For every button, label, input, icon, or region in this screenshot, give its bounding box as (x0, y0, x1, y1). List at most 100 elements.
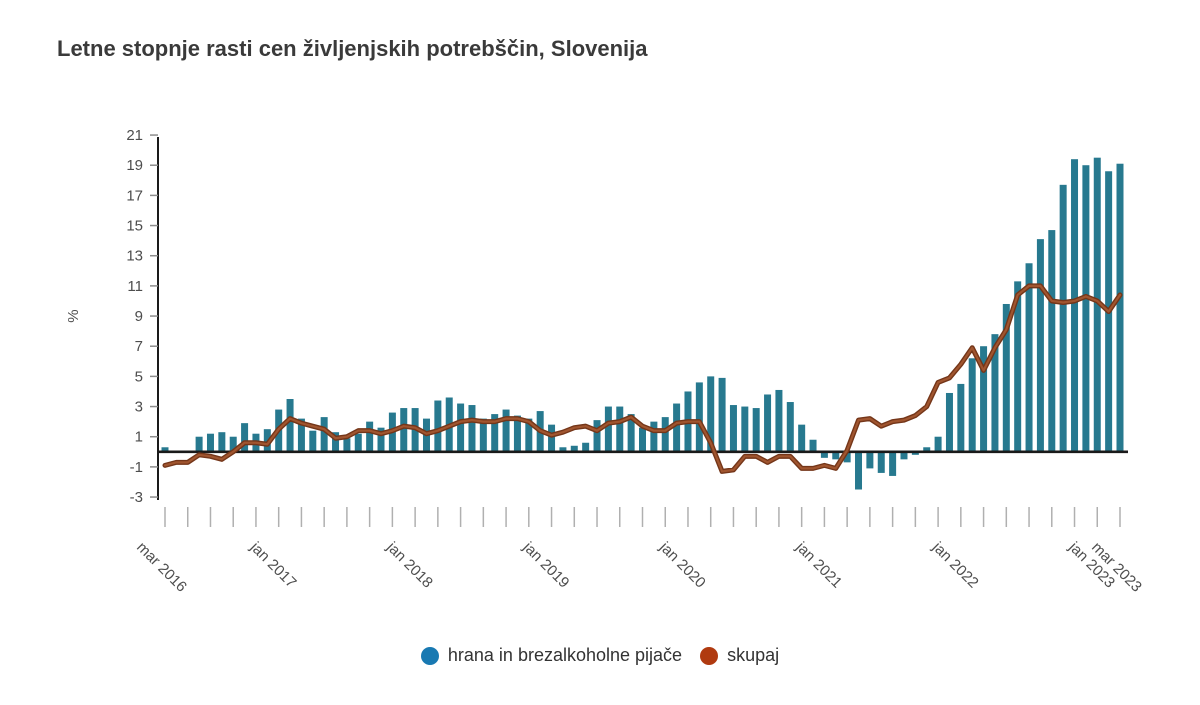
y-axis-title: % (65, 309, 82, 322)
x-tick-label: jan 2017 (246, 538, 299, 591)
legend-dot-food-icon (420, 646, 439, 665)
bar[interactable] (206, 433, 214, 452)
bar[interactable] (820, 451, 828, 458)
bar[interactable] (593, 420, 601, 452)
bar[interactable] (866, 451, 874, 469)
legend-item-skupaj[interactable]: skupaj (700, 645, 779, 666)
bar[interactable] (1116, 163, 1124, 452)
bar[interactable] (911, 451, 919, 455)
bar[interactable] (491, 414, 499, 452)
x-tick-label: jan 2019 (519, 538, 572, 591)
bar[interactable] (729, 405, 737, 452)
bar[interactable] (900, 451, 908, 460)
bar[interactable] (798, 424, 806, 452)
bar[interactable] (559, 447, 567, 452)
bar[interactable] (218, 432, 226, 452)
bar[interactable] (934, 436, 942, 452)
y-tick-label: 11 (127, 278, 143, 295)
x-tick-label: jan 2021 (792, 538, 845, 591)
bar[interactable] (400, 408, 408, 452)
x-tick-label: mar 2016 (133, 539, 190, 596)
bar[interactable] (582, 442, 590, 452)
bar[interactable] (752, 408, 760, 452)
x-tick-label: jan 2020 (655, 538, 708, 591)
bar[interactable] (786, 402, 794, 452)
bar[interactable] (332, 432, 340, 452)
bar[interactable] (1082, 165, 1090, 452)
bar[interactable] (570, 445, 578, 452)
bar[interactable] (1059, 184, 1067, 452)
bar[interactable] (718, 377, 726, 452)
bar-series-hrana (161, 157, 1124, 490)
bar[interactable] (832, 451, 840, 460)
bar[interactable] (991, 334, 999, 452)
y-tick-label: 13 (126, 248, 143, 265)
bar[interactable] (889, 451, 897, 476)
bar[interactable] (229, 436, 237, 452)
bar[interactable] (616, 406, 624, 452)
bar[interactable] (1014, 281, 1022, 452)
bar[interactable] (980, 346, 988, 452)
chart-canvas: 21 19 17 15 13 11 9 7 5 3 1 -1 -3% mar 2016 jan 2017 ja… (65, 127, 1145, 596)
bar[interactable] (968, 358, 976, 452)
bar[interactable] (1071, 159, 1079, 452)
bar[interactable] (286, 399, 294, 452)
bar[interactable] (525, 418, 533, 452)
bar[interactable] (1025, 263, 1033, 452)
bar[interactable] (1048, 230, 1056, 452)
legend-label-skupaj: skupaj (727, 645, 780, 665)
line-series-skupaj[interactable] (163, 284, 1122, 473)
bar[interactable] (809, 439, 817, 452)
bar[interactable] (843, 451, 851, 463)
bar[interactable] (479, 418, 487, 452)
bar[interactable] (343, 438, 351, 452)
bar[interactable] (161, 447, 169, 452)
bar[interactable] (366, 421, 374, 452)
bar[interactable] (1093, 157, 1101, 452)
bar[interactable] (877, 451, 885, 473)
legend-item-hrana[interactable]: hrana in brezalkoholne pijače (420, 645, 683, 666)
chart-title: Letne stopnje rasti cen življenjskih pot… (57, 36, 648, 61)
y-tick-label: 7 (135, 338, 143, 355)
bar[interactable] (639, 427, 646, 452)
bar[interactable] (309, 430, 317, 452)
bar[interactable] (945, 392, 953, 452)
y-tick-label: 15 (126, 218, 143, 235)
bar[interactable] (468, 405, 476, 452)
bar[interactable] (320, 417, 328, 452)
bar[interactable] (377, 427, 385, 452)
bar[interactable] (957, 383, 965, 452)
bar[interactable] (855, 451, 863, 490)
bar[interactable] (707, 376, 715, 452)
y-tick-label: 21 (126, 127, 143, 144)
bar[interactable] (548, 424, 556, 452)
bar[interactable] (673, 403, 681, 452)
bar[interactable] (764, 394, 772, 452)
y-tick-label: 19 (126, 157, 143, 174)
bar[interactable] (1036, 239, 1044, 452)
bar[interactable] (923, 447, 931, 452)
y-tick-label: 9 (135, 308, 143, 325)
bar[interactable] (502, 409, 510, 452)
bar[interactable] (513, 415, 521, 452)
bar[interactable] (457, 403, 465, 452)
y-tick-label: -3 (130, 489, 143, 506)
x-tick-label: jan 2018 (383, 538, 436, 591)
bar[interactable] (297, 418, 305, 452)
x-tick-label: jan 2022 (928, 538, 981, 591)
bar[interactable] (1002, 303, 1010, 452)
bar[interactable] (241, 423, 249, 452)
bar[interactable] (604, 406, 612, 452)
bar[interactable] (741, 406, 749, 452)
bar[interactable] (354, 433, 362, 452)
bar[interactable] (434, 400, 442, 452)
bar[interactable] (661, 417, 669, 452)
legend-dot-total-icon (700, 646, 719, 665)
bar[interactable] (195, 436, 203, 452)
bar[interactable] (650, 421, 658, 452)
bar[interactable] (695, 382, 703, 452)
legend-label-hrana: hrana in brezalkoholne pijače (447, 645, 683, 665)
bar[interactable] (627, 414, 635, 452)
bar[interactable] (775, 389, 783, 452)
